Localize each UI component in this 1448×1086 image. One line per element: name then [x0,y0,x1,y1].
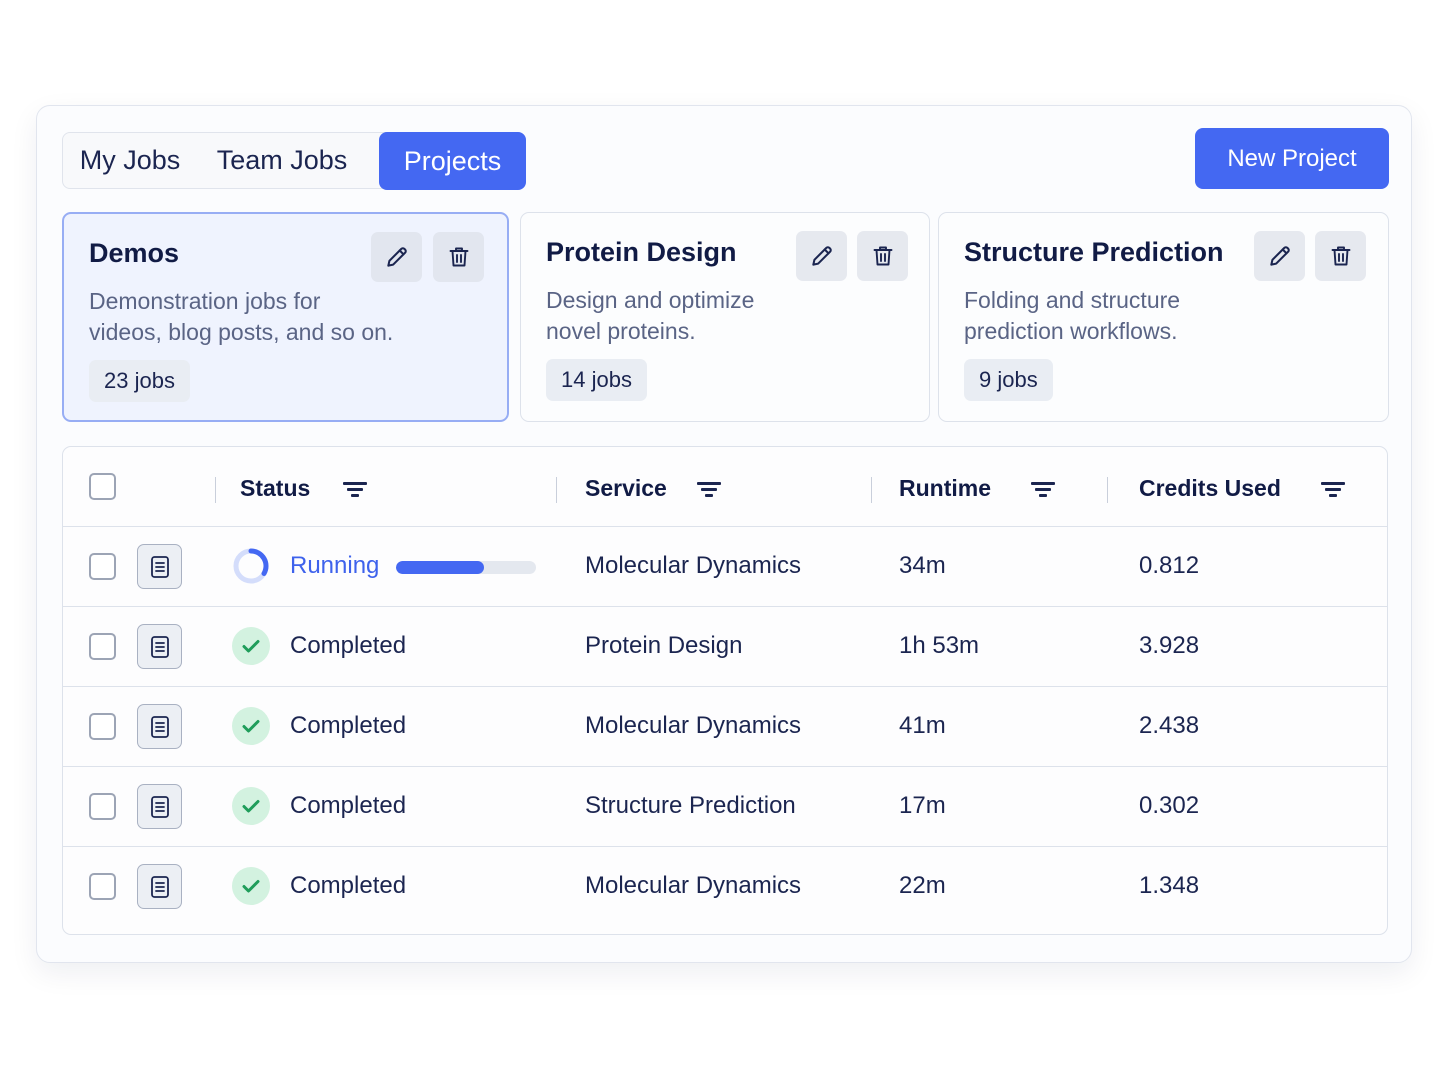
document-icon [150,795,169,818]
runtime-cell: 34m [899,552,946,579]
table-row[interactable]: Completed Molecular Dynamics 22m 1.348 [63,847,1387,927]
table-row[interactable]: Completed Structure Prediction 17m 0.302 [63,767,1387,847]
status-label: Completed [290,792,407,819]
status-label: Running [290,552,380,579]
runtime-cell: 41m [899,712,946,739]
tab-projects[interactable]: Projects [379,132,526,190]
edit-project-button[interactable] [796,231,847,281]
checkmark-icon [232,867,270,905]
project-title: Structure Prediction [964,237,1224,267]
service-cell: Protein Design [585,632,743,659]
project-description: Design and optimize novel proteins. [546,287,755,344]
jobs-panel: My Jobs Team Jobs Projects New Project D… [36,105,1412,963]
credits-cell: 0.812 [1139,552,1200,579]
job-details-button[interactable] [137,544,182,589]
column-header-service[interactable]: Service [585,475,667,501]
project-description: Folding and structure prediction workflo… [964,287,1181,344]
runtime-cell: 17m [899,792,946,819]
service-cell: Molecular Dynamics [585,552,802,579]
row-checkbox[interactable] [89,713,116,740]
service-cell: Molecular Dynamics [585,872,802,899]
status-label: Completed [290,712,407,739]
spinner-icon [232,547,270,585]
project-card-protein-design[interactable]: Protein Design Design and optimize novel… [520,212,930,422]
document-icon [150,555,169,578]
job-count-badge: 14 jobs [546,359,647,401]
job-count-badge: 9 jobs [964,359,1053,401]
tab-my-jobs[interactable]: My Jobs [79,145,181,175]
document-icon [150,635,169,658]
document-icon [150,875,169,898]
service-cell: Structure Prediction [585,792,796,819]
row-checkbox[interactable] [89,793,116,820]
progress-fill [396,561,485,574]
credits-cell: 1.348 [1139,872,1200,899]
credits-cell: 2.438 [1139,712,1200,739]
project-description: Demonstration jobs for videos, blog post… [89,288,394,345]
checkmark-icon [232,787,270,825]
trash-icon [1331,246,1350,266]
select-all-checkbox[interactable] [89,473,116,500]
column-header-credits[interactable]: Credits Used [1139,475,1281,501]
column-header-runtime[interactable]: Runtime [899,475,991,501]
table-row[interactable]: Running Molecular Dynamics 34m 0.812 [63,527,1387,607]
pencil-icon [386,247,407,267]
delete-project-button[interactable] [1315,231,1366,281]
credits-cell: 0.302 [1139,792,1200,819]
column-divider [215,477,216,503]
project-title: Demos [89,238,180,268]
project-card-structure-prediction[interactable]: Structure Prediction Folding and structu… [938,212,1389,422]
jobs-table: Status Service Runtime Credits Used Runn… [62,446,1388,935]
job-count-badge: 23 jobs [89,360,190,402]
tab-team-jobs[interactable]: Team Jobs [216,145,348,175]
table-row[interactable]: Completed Protein Design 1h 53m 3.928 [63,607,1387,687]
job-details-button[interactable] [137,704,182,749]
row-checkbox[interactable] [89,553,116,580]
row-checkbox[interactable] [89,873,116,900]
pencil-icon [811,246,832,266]
pencil-icon [1269,246,1290,266]
runtime-cell: 22m [899,872,946,899]
trash-icon [873,246,892,266]
edit-project-button[interactable] [1254,231,1305,281]
trash-icon [449,247,468,267]
job-details-button[interactable] [137,864,182,909]
runtime-cell: 1h 53m [899,632,980,659]
edit-project-button[interactable] [371,232,422,282]
document-icon [150,715,169,738]
job-details-button[interactable] [137,624,182,669]
table-header: Status Service Runtime Credits Used [63,447,1387,527]
credits-cell: 3.928 [1139,632,1200,659]
view-tabs: My Jobs Team Jobs Projects [62,132,526,190]
credits-filter-icon[interactable] [1321,480,1345,498]
column-divider [871,477,872,503]
delete-project-button[interactable] [857,231,908,281]
delete-project-button[interactable] [433,232,484,282]
column-divider [556,477,557,503]
table-row[interactable]: Completed Molecular Dynamics 41m 2.438 [63,687,1387,767]
column-header-status[interactable]: Status [240,475,311,501]
checkmark-icon [232,627,270,665]
row-checkbox[interactable] [89,633,116,660]
runtime-filter-icon[interactable] [1031,480,1055,498]
checkmark-icon [232,707,270,745]
new-project-button[interactable]: New Project [1195,128,1389,189]
column-divider [1107,477,1108,503]
project-title: Protein Design [546,237,737,267]
status-label: Completed [290,632,407,659]
status-label: Completed [290,872,407,899]
service-filter-icon[interactable] [697,480,721,498]
job-details-button[interactable] [137,784,182,829]
project-card-demos[interactable]: Demos Demonstration jobs for videos, blo… [62,212,509,422]
status-filter-icon[interactable] [343,480,367,498]
service-cell: Molecular Dynamics [585,712,802,739]
progress-bar [396,561,536,574]
